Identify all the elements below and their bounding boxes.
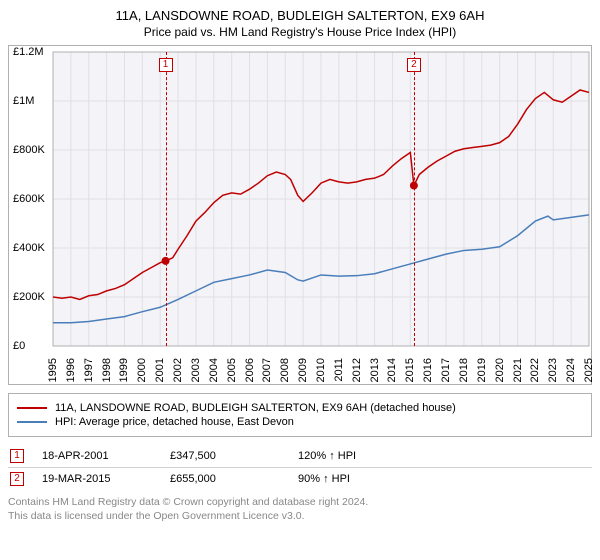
x-tick-label: 2006 — [244, 358, 256, 382]
x-tick-label: 2020 — [494, 358, 506, 382]
chart-area: £0 £200K £400K £600K £800K £1M £1.2M 1995 1996 19… — [8, 45, 592, 385]
event-marker-box: 1 — [10, 449, 24, 463]
chart-svg — [9, 46, 593, 386]
y-tick-label: £0 — [13, 340, 25, 352]
x-tick-label: 2002 — [172, 358, 184, 382]
x-tick-label: 1998 — [101, 358, 113, 382]
x-tick-label: 1995 — [47, 358, 59, 382]
x-tick-label: 2003 — [190, 358, 202, 382]
marker-line — [414, 52, 415, 346]
event-row: 2 19-MAR-2015 £655,000 90% ↑ HPI — [8, 467, 592, 490]
x-tick-label: 2010 — [315, 358, 327, 382]
x-tick-label: 2000 — [136, 358, 148, 382]
y-tick-label: £800K — [13, 144, 45, 156]
legend-swatch — [17, 407, 47, 409]
x-tick-label: 2018 — [458, 358, 470, 382]
x-tick-label: 2023 — [547, 358, 559, 382]
event-price: £655,000 — [170, 473, 280, 485]
x-tick-label: 2012 — [351, 358, 363, 382]
x-tick-label: 2001 — [154, 358, 166, 382]
x-tick-label: 2008 — [279, 358, 291, 382]
x-tick-label: 2011 — [333, 358, 345, 382]
event-date: 18-APR-2001 — [42, 450, 152, 462]
legend: 11A, LANSDOWNE ROAD, BUDLEIGH SALTERTON,… — [8, 393, 592, 437]
chart-title: 11A, LANSDOWNE ROAD, BUDLEIGH SALTERTON,… — [6, 8, 594, 23]
event-price: £347,500 — [170, 450, 280, 462]
x-tick-label: 1996 — [65, 358, 77, 382]
legend-label: 11A, LANSDOWNE ROAD, BUDLEIGH SALTERTON,… — [55, 402, 456, 414]
x-tick-label: 2007 — [261, 358, 273, 382]
chart-subtitle: Price paid vs. HM Land Registry's House … — [6, 25, 594, 39]
x-tick-label: 2009 — [297, 358, 309, 382]
x-tick-label: 2021 — [512, 358, 524, 382]
event-table: 1 18-APR-2001 £347,500 120% ↑ HPI 2 19-MAR-20… — [8, 445, 592, 490]
event-note: 120% ↑ HPI — [298, 450, 408, 462]
event-marker-box: 2 — [10, 472, 24, 486]
x-tick-label: 2016 — [422, 358, 434, 382]
legend-row: HPI: Average price, detached house, East… — [17, 416, 583, 428]
marker-label-box: 2 — [407, 58, 421, 72]
x-tick-label: 2014 — [386, 358, 398, 382]
x-tick-label: 2019 — [476, 358, 488, 382]
y-tick-label: £1.2M — [13, 46, 44, 58]
y-tick-label: £200K — [13, 291, 45, 303]
event-note: 90% ↑ HPI — [298, 473, 408, 485]
y-tick-label: £1M — [13, 95, 34, 107]
legend-row: 11A, LANSDOWNE ROAD, BUDLEIGH SALTERTON,… — [17, 402, 583, 414]
x-tick-label: 2025 — [583, 358, 595, 382]
y-tick-label: £600K — [13, 193, 45, 205]
footer-line-2: This data is licensed under the Open Gov… — [8, 510, 592, 524]
legend-swatch — [17, 421, 47, 423]
x-tick-label: 2013 — [369, 358, 381, 382]
footer-attribution: Contains HM Land Registry data © Crown c… — [8, 496, 592, 523]
event-row: 1 18-APR-2001 £347,500 120% ↑ HPI — [8, 445, 592, 467]
legend-label: HPI: Average price, detached house, East… — [55, 416, 294, 428]
footer-line-1: Contains HM Land Registry data © Crown c… — [8, 496, 592, 510]
x-tick-label: 2024 — [565, 358, 577, 382]
x-tick-label: 2004 — [208, 358, 220, 382]
x-tick-label: 2015 — [404, 358, 416, 382]
event-date: 19-MAR-2015 — [42, 473, 152, 485]
x-tick-label: 2005 — [226, 358, 238, 382]
marker-label-box: 1 — [159, 58, 173, 72]
marker-line — [166, 52, 167, 346]
x-tick-label: 2022 — [529, 358, 541, 382]
y-tick-label: £400K — [13, 242, 45, 254]
x-tick-label: 2017 — [440, 358, 452, 382]
x-tick-label: 1997 — [83, 358, 95, 382]
x-tick-label: 1999 — [118, 358, 130, 382]
